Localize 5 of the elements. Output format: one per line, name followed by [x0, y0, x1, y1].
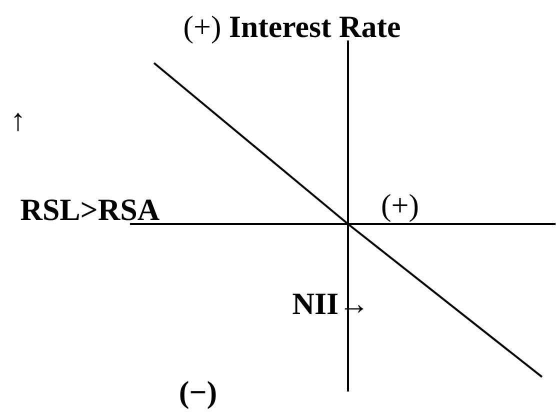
- annotation: (+): [382, 194, 418, 222]
- text: ↑: [14, 112, 22, 132]
- chart-title: (+) Interest Rate: [184, 16, 400, 44]
- text: (−): [180, 380, 216, 410]
- annotation: RSL>RSA: [20, 200, 160, 220]
